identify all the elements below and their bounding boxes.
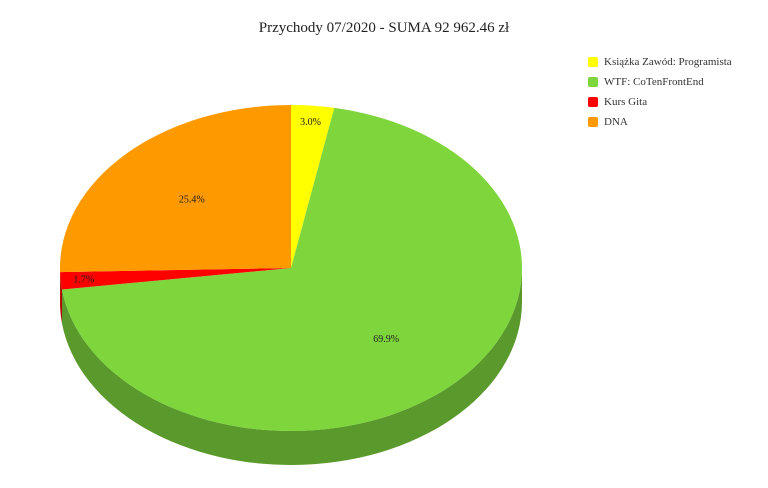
legend-item[interactable]: Kurs Gita (588, 92, 732, 112)
legend-swatch (588, 77, 598, 87)
legend-label: WTF: CoTenFrontEnd (604, 76, 704, 88)
legend-swatch (588, 97, 598, 107)
slice-label: 3.0% (300, 117, 321, 128)
legend-item[interactable]: DNA (588, 112, 732, 132)
legend-label: Książka Zawód: Programista (604, 56, 732, 68)
pie-slice[interactable] (60, 105, 291, 272)
legend-swatch (588, 57, 598, 67)
slice-label: 25.4% (179, 195, 205, 206)
chart-legend: Książka Zawód: Programista WTF: CoTenFro… (588, 52, 732, 132)
legend-label: DNA (604, 116, 628, 128)
legend-label: Kurs Gita (604, 96, 647, 108)
slice-label: 69.9% (373, 334, 399, 345)
legend-item[interactable]: WTF: CoTenFrontEnd (588, 72, 732, 92)
legend-swatch (588, 117, 598, 127)
slice-label: 1.7% (73, 275, 94, 286)
legend-item[interactable]: Książka Zawód: Programista (588, 52, 732, 72)
